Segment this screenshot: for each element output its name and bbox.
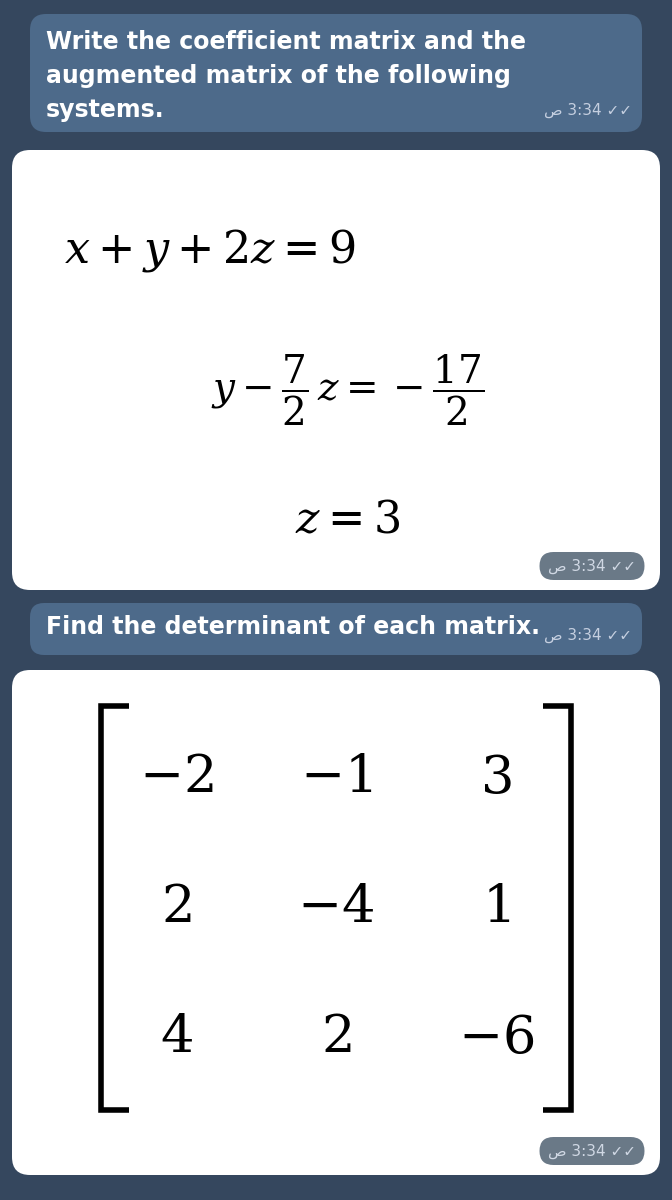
- FancyBboxPatch shape: [30, 602, 642, 655]
- Text: ص 3:34 ✓✓: ص 3:34 ✓✓: [544, 103, 632, 118]
- FancyBboxPatch shape: [12, 150, 660, 590]
- Text: Write the coefficient matrix and the: Write the coefficient matrix and the: [46, 30, 526, 54]
- Text: $z = 3$: $z = 3$: [296, 498, 401, 541]
- Text: $x + y + 2z = 9$: $x + y + 2z = 9$: [64, 227, 355, 274]
- Text: systems.: systems.: [46, 98, 165, 122]
- Text: $-6$: $-6$: [458, 1012, 534, 1063]
- Text: $2$: $2$: [161, 882, 192, 934]
- FancyBboxPatch shape: [12, 670, 660, 1175]
- Text: $y - \dfrac{7}{2}\,z = -\dfrac{17}{2}$: $y - \dfrac{7}{2}\,z = -\dfrac{17}{2}$: [212, 353, 485, 427]
- Text: ص 3:34 ✓✓: ص 3:34 ✓✓: [544, 628, 632, 643]
- Text: $-2$: $-2$: [138, 751, 213, 804]
- Text: ص 3:34 ✓✓: ص 3:34 ✓✓: [548, 1144, 636, 1159]
- FancyBboxPatch shape: [540, 552, 644, 580]
- FancyBboxPatch shape: [540, 1138, 644, 1165]
- FancyBboxPatch shape: [30, 14, 642, 132]
- Text: $4$: $4$: [159, 1012, 192, 1063]
- Text: $1$: $1$: [482, 882, 510, 934]
- Text: ص 3:34 ✓✓: ص 3:34 ✓✓: [548, 558, 636, 574]
- Text: $-4$: $-4$: [298, 882, 374, 934]
- Text: $2$: $2$: [321, 1012, 351, 1063]
- Text: $-1$: $-1$: [300, 751, 372, 804]
- Text: augmented matrix of the following: augmented matrix of the following: [46, 64, 511, 88]
- Text: $3$: $3$: [480, 751, 512, 804]
- Text: Find the determinant of each matrix.: Find the determinant of each matrix.: [46, 614, 540, 638]
